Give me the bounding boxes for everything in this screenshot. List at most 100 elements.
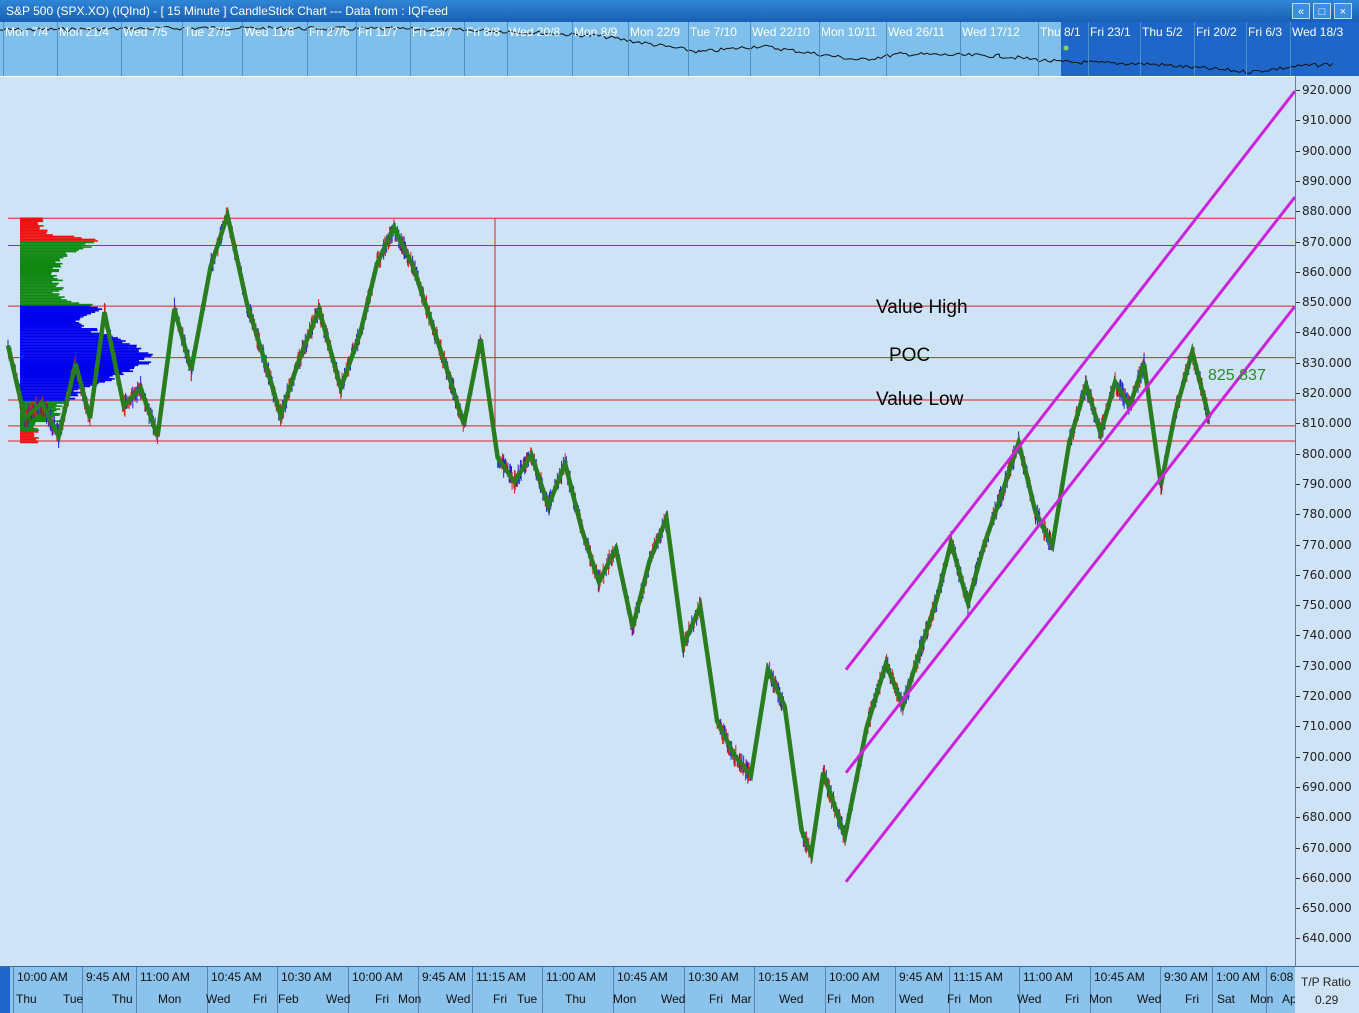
y-tick-mark bbox=[1296, 453, 1300, 455]
overview-date-label[interactable]: Wed 11/6 bbox=[244, 25, 295, 39]
x-day-label: Mon bbox=[398, 992, 422, 1006]
overview-date-label[interactable]: Thu 5/2 bbox=[1142, 25, 1183, 39]
x-time-label: 11:15 AM bbox=[953, 970, 1003, 984]
overview-date-label[interactable]: Wed 22/10 bbox=[752, 25, 810, 39]
y-tick-label: 850.000 bbox=[1302, 295, 1352, 310]
y-tick-mark bbox=[1296, 271, 1300, 273]
profile-bar bbox=[20, 238, 96, 241]
overview-date-label[interactable]: Wed 18/3 bbox=[1292, 25, 1344, 39]
x-time-label: 11:00 AM bbox=[546, 970, 596, 984]
restore-button[interactable]: « bbox=[1292, 3, 1310, 19]
overview-date-label[interactable]: Mon 10/11 bbox=[821, 25, 877, 39]
profile-bar bbox=[20, 299, 67, 301]
tp-ratio-panel: T/P Ratio 0.29 bbox=[1295, 966, 1359, 1013]
overview-date-label[interactable]: Wed 20/8 bbox=[509, 25, 561, 39]
x-time-label: 11:15 AM bbox=[476, 970, 526, 984]
x-separator bbox=[1212, 967, 1213, 1013]
profile-bar bbox=[20, 223, 39, 226]
x-day-label: Ap bbox=[1282, 992, 1297, 1006]
x-day-label: Mon bbox=[613, 992, 637, 1006]
profile-bar bbox=[20, 326, 82, 329]
profile-bar bbox=[20, 332, 103, 335]
profile-bar bbox=[20, 234, 53, 236]
y-tick-mark bbox=[1296, 544, 1300, 546]
y-tick-mark bbox=[1296, 393, 1300, 394]
profile-bar bbox=[20, 329, 98, 332]
y-tick-label: 710.000 bbox=[1302, 719, 1352, 734]
x-day-label: Fri bbox=[1065, 992, 1079, 1006]
overview-date-label[interactable]: Fri 27/6 bbox=[309, 25, 350, 39]
profile-bar bbox=[20, 264, 61, 267]
x-time-label: 10:45 AM bbox=[211, 970, 262, 984]
y-tick-label: 840.000 bbox=[1302, 325, 1352, 340]
x-separator bbox=[613, 967, 614, 1013]
overview-date-label[interactable]: Fri 20/2 bbox=[1196, 25, 1237, 39]
profile-bar bbox=[20, 287, 64, 289]
x-separator bbox=[472, 967, 473, 1013]
overview-date-label[interactable]: Mon 8/9 bbox=[574, 25, 618, 39]
overview-date-label[interactable]: Fri 25/7 bbox=[412, 25, 453, 39]
overview-date-label[interactable]: Thu 8/1 bbox=[1040, 25, 1081, 39]
profile-bar bbox=[20, 225, 44, 227]
overview-date-label[interactable]: Tue 7/10 bbox=[690, 25, 737, 39]
profile-bar bbox=[20, 285, 56, 288]
x-day-label: Wed bbox=[1137, 992, 1162, 1006]
profile-bar bbox=[20, 352, 149, 354]
overview-selection[interactable] bbox=[1061, 22, 1359, 76]
profile-bar bbox=[20, 397, 76, 400]
x-separator bbox=[542, 967, 543, 1013]
profile-bar bbox=[20, 382, 99, 385]
x-time-label: 9:30 AM bbox=[1164, 970, 1209, 984]
overview-date-label[interactable]: Wed 26/11 bbox=[888, 25, 945, 39]
profile-bar bbox=[20, 235, 75, 238]
overview-date-label[interactable]: Mon 21/4 bbox=[59, 25, 110, 39]
plot-area[interactable]: Value High POC Value Low 825.837 bbox=[0, 76, 1295, 968]
overview-date-label[interactable]: Fri 23/1 bbox=[1090, 25, 1131, 39]
zigzag-line bbox=[5, 206, 1212, 864]
profile-bar bbox=[20, 226, 40, 229]
profile-bar bbox=[20, 359, 140, 362]
profile-bar bbox=[20, 259, 61, 262]
time-axis[interactable]: 10:00 AM 9:45 AM 11:00 AM 10:45 AM 10:30 AM 1… bbox=[0, 966, 1297, 1013]
profile-bar bbox=[20, 346, 137, 348]
overview-separator bbox=[960, 22, 961, 76]
overview-navigator[interactable]: Mon 7/4 Mon 21/4 Wed 7/5 Tue 27/5 Wed 11/6 Fr… bbox=[0, 22, 1359, 76]
close-button[interactable]: × bbox=[1334, 3, 1352, 19]
overview-date-label[interactable]: Tue 27/5 bbox=[184, 25, 231, 39]
y-tick-label: 890.000 bbox=[1302, 173, 1352, 188]
profile-bar bbox=[20, 385, 91, 388]
x-day-label: Thu bbox=[112, 992, 133, 1006]
overview-date-label[interactable]: Fri 6/3 bbox=[1248, 25, 1283, 39]
x-time-label: 10:30 AM bbox=[688, 970, 739, 984]
profile-bar bbox=[20, 400, 69, 403]
profile-bar bbox=[20, 317, 81, 320]
y-tick-label: 920.000 bbox=[1302, 83, 1352, 97]
x-separator bbox=[1090, 967, 1091, 1013]
x-day-label: Tue bbox=[517, 992, 538, 1006]
profile-bar bbox=[20, 240, 98, 242]
x-time-label: 11:00 AM bbox=[140, 970, 190, 984]
overview-date-label[interactable]: Wed 17/12 bbox=[962, 25, 1020, 39]
overview-date-label[interactable]: Mon 7/4 bbox=[5, 25, 49, 39]
profile-bar bbox=[20, 391, 81, 394]
overview-separator bbox=[1290, 22, 1291, 76]
x-time-label: 10:45 AM bbox=[617, 970, 668, 984]
profile-bar bbox=[20, 384, 98, 386]
x-separator bbox=[949, 967, 950, 1013]
overview-date-label[interactable]: Wed 7/5 bbox=[123, 25, 168, 39]
y-tick-label: 750.000 bbox=[1302, 598, 1352, 613]
channel-line-2 bbox=[844, 196, 1295, 774]
overview-separator bbox=[628, 22, 629, 76]
overview-date-label[interactable]: Mon 22/9 bbox=[630, 25, 681, 39]
y-tick-mark bbox=[1296, 241, 1300, 243]
profile-bar bbox=[20, 353, 153, 356]
maximize-button[interactable]: □ bbox=[1313, 3, 1331, 19]
profile-bar bbox=[20, 217, 43, 220]
overview-date-label[interactable]: Fri 8/8 bbox=[466, 25, 501, 39]
overview-date-label[interactable]: Fri 11/7 bbox=[358, 25, 398, 39]
x-day-label: Fri bbox=[827, 992, 841, 1006]
poc-label: POC bbox=[889, 345, 931, 366]
profile-bar bbox=[20, 438, 37, 441]
profile-bar bbox=[20, 244, 82, 247]
price-axis[interactable]: 920.000 910.000 900.000 890.000 880.000 870.0… bbox=[1295, 76, 1359, 966]
